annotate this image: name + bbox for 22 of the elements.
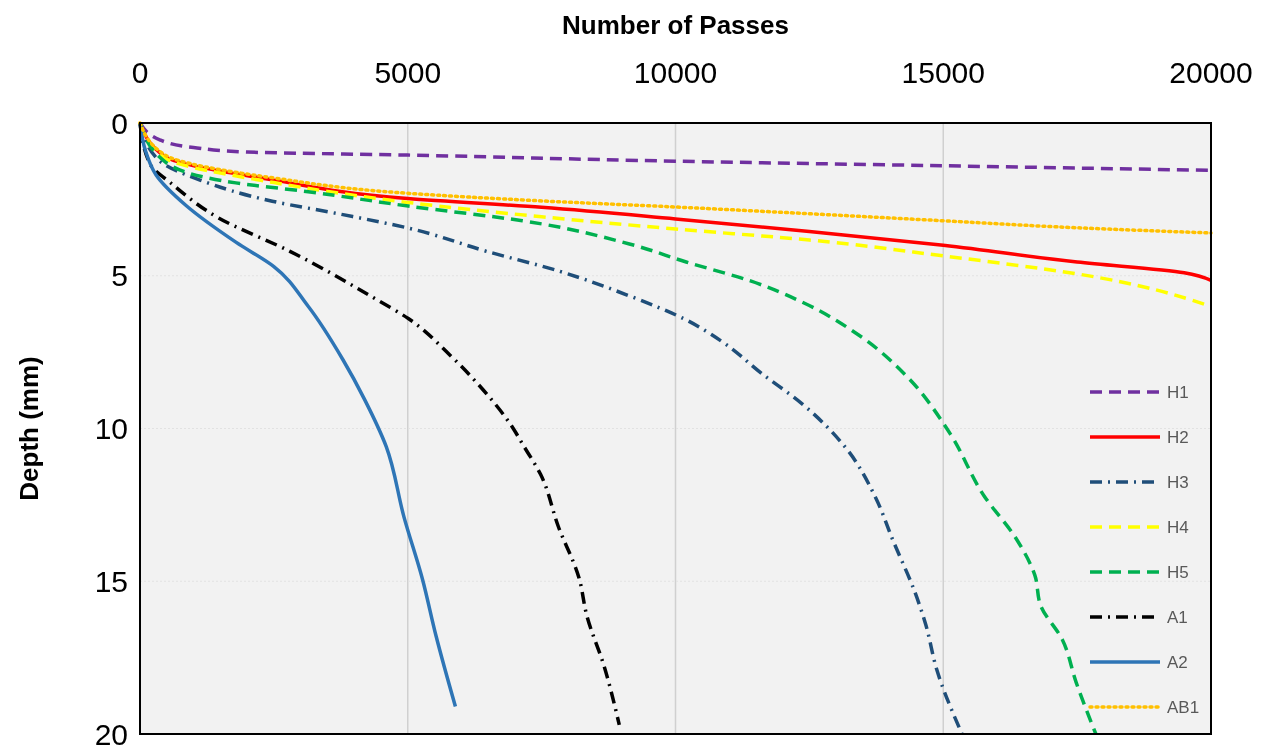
x-axis-title: Number of Passes — [562, 10, 789, 40]
legend-label: H4 — [1167, 517, 1189, 537]
legend-label: H3 — [1167, 472, 1189, 492]
x-tick-label: 15000 — [901, 56, 985, 89]
legend-label: A2 — [1167, 652, 1188, 672]
y-tick-label: 20 — [94, 717, 128, 750]
legend-label: AB1 — [1167, 697, 1200, 717]
y-axis-title: Depth (mm) — [14, 356, 44, 501]
x-tick-label: 0 — [131, 56, 149, 89]
x-tick-label: 20000 — [1169, 56, 1253, 89]
x-tick-label: 5000 — [374, 56, 442, 89]
legend-label: H2 — [1167, 427, 1189, 447]
line-series — [138, 121, 1213, 235]
x-tick-label: 10000 — [633, 56, 718, 89]
line-series — [138, 121, 458, 709]
y-tick-label: 15 — [94, 564, 128, 598]
legend-label: H1 — [1167, 382, 1189, 402]
legend-label: H5 — [1167, 562, 1189, 582]
y-tick-label: 5 — [111, 259, 128, 293]
legend-label: A1 — [1167, 607, 1188, 627]
y-tick-label: 0 — [111, 106, 128, 140]
y-tick-label: 10 — [94, 412, 128, 445]
